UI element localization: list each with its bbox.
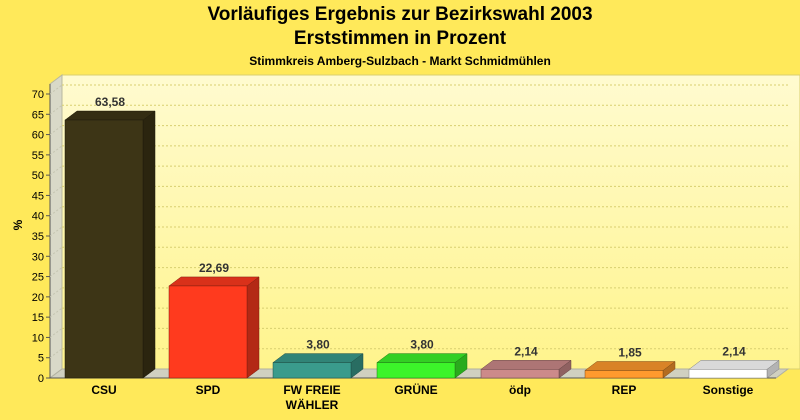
value-label: 1,85 <box>618 345 642 359</box>
y-tick-label: 65 <box>32 109 44 121</box>
chart-subtitle: Stimmkreis Amberg-Sulzbach - Markt Schmi… <box>249 54 551 68</box>
y-tick-label: 30 <box>32 251 44 263</box>
category-label: ödp <box>509 383 531 397</box>
gridline-side <box>49 145 63 156</box>
gridline-side <box>49 186 63 196</box>
value-label: 22,69 <box>199 261 229 275</box>
category-label: CSU <box>91 383 116 397</box>
gridline-side <box>49 84 63 95</box>
gridline-side <box>49 307 63 318</box>
bar-front <box>688 369 768 379</box>
plot-side-wall <box>49 74 63 379</box>
y-tick-label: 55 <box>32 150 44 162</box>
category-label: REP <box>612 383 637 397</box>
bar-3 <box>376 353 468 379</box>
category-label: GRÜNE <box>394 382 437 397</box>
y-tick-label: 35 <box>32 231 44 243</box>
value-label: 3,80 <box>410 338 434 352</box>
y-tick-label: 50 <box>32 170 44 182</box>
bar-2 <box>272 353 364 379</box>
category-label-line: ödp <box>509 383 531 397</box>
gridline-side <box>49 226 63 237</box>
bar-6 <box>688 359 780 379</box>
category-label-line: FW FREIE <box>283 383 340 397</box>
category-label: SPD <box>196 383 221 397</box>
bar-front <box>480 369 560 379</box>
value-label: 3,80 <box>306 338 330 352</box>
bar-top <box>376 353 468 363</box>
bar-front <box>376 362 456 379</box>
bar-top <box>480 360 572 370</box>
gridline-side <box>49 206 63 217</box>
bar-top <box>688 360 780 370</box>
bar-1 <box>168 276 260 379</box>
bar-top <box>168 276 260 287</box>
y-tick-label: 15 <box>32 312 44 324</box>
bar-top <box>272 353 364 363</box>
bar-side <box>142 110 156 379</box>
category-label-line: REP <box>612 383 637 397</box>
y-tick-label: 20 <box>32 292 44 304</box>
y-tick-label: 10 <box>32 332 44 344</box>
category-label-line: GRÜNE <box>394 382 437 397</box>
value-label: 2,14 <box>722 344 746 358</box>
category-label-line: Sonstige <box>703 383 754 397</box>
bar-4 <box>480 359 572 379</box>
gridline-side <box>49 267 63 277</box>
category-label: Sonstige <box>703 383 754 397</box>
gridline-side <box>49 287 63 298</box>
category-label-line: WÄHLER <box>286 397 339 412</box>
bar-front <box>168 285 248 379</box>
y-tick-label: 40 <box>32 211 44 223</box>
gridline-side <box>49 328 63 338</box>
category-label: FW FREIE WÄHLER <box>283 383 340 412</box>
y-tick-label: 5 <box>38 353 44 365</box>
bar-5 <box>584 360 676 379</box>
y-tick-label: 70 <box>32 89 44 101</box>
bar-side <box>246 276 260 379</box>
bar-front <box>272 362 352 379</box>
y-tick-label: 0 <box>38 373 44 385</box>
y-tick-label: 60 <box>32 130 44 142</box>
gridline-side <box>49 246 63 257</box>
gridline-side <box>49 104 63 115</box>
chart-title: Vorläufiges Ergebnis zur Bezirkswahl 200… <box>207 4 593 25</box>
bar-0 <box>64 110 156 379</box>
y-tick-label: 25 <box>32 272 44 284</box>
value-label: 63,58 <box>95 95 125 109</box>
bar-front <box>584 370 664 379</box>
chart-title-line2: Erststimmen in Prozent <box>293 28 507 49</box>
bar-top <box>64 110 156 121</box>
gridline-side <box>49 125 63 135</box>
value-label: 2,14 <box>514 344 538 358</box>
bar-front <box>64 119 144 379</box>
category-label-line: SPD <box>196 383 221 397</box>
y-axis-label: % <box>11 219 25 230</box>
category-label-line: CSU <box>91 383 116 397</box>
y-tick-label: 45 <box>32 190 44 202</box>
gridline-side <box>49 348 63 359</box>
bar-top <box>584 361 676 371</box>
gridline-side <box>49 165 63 176</box>
